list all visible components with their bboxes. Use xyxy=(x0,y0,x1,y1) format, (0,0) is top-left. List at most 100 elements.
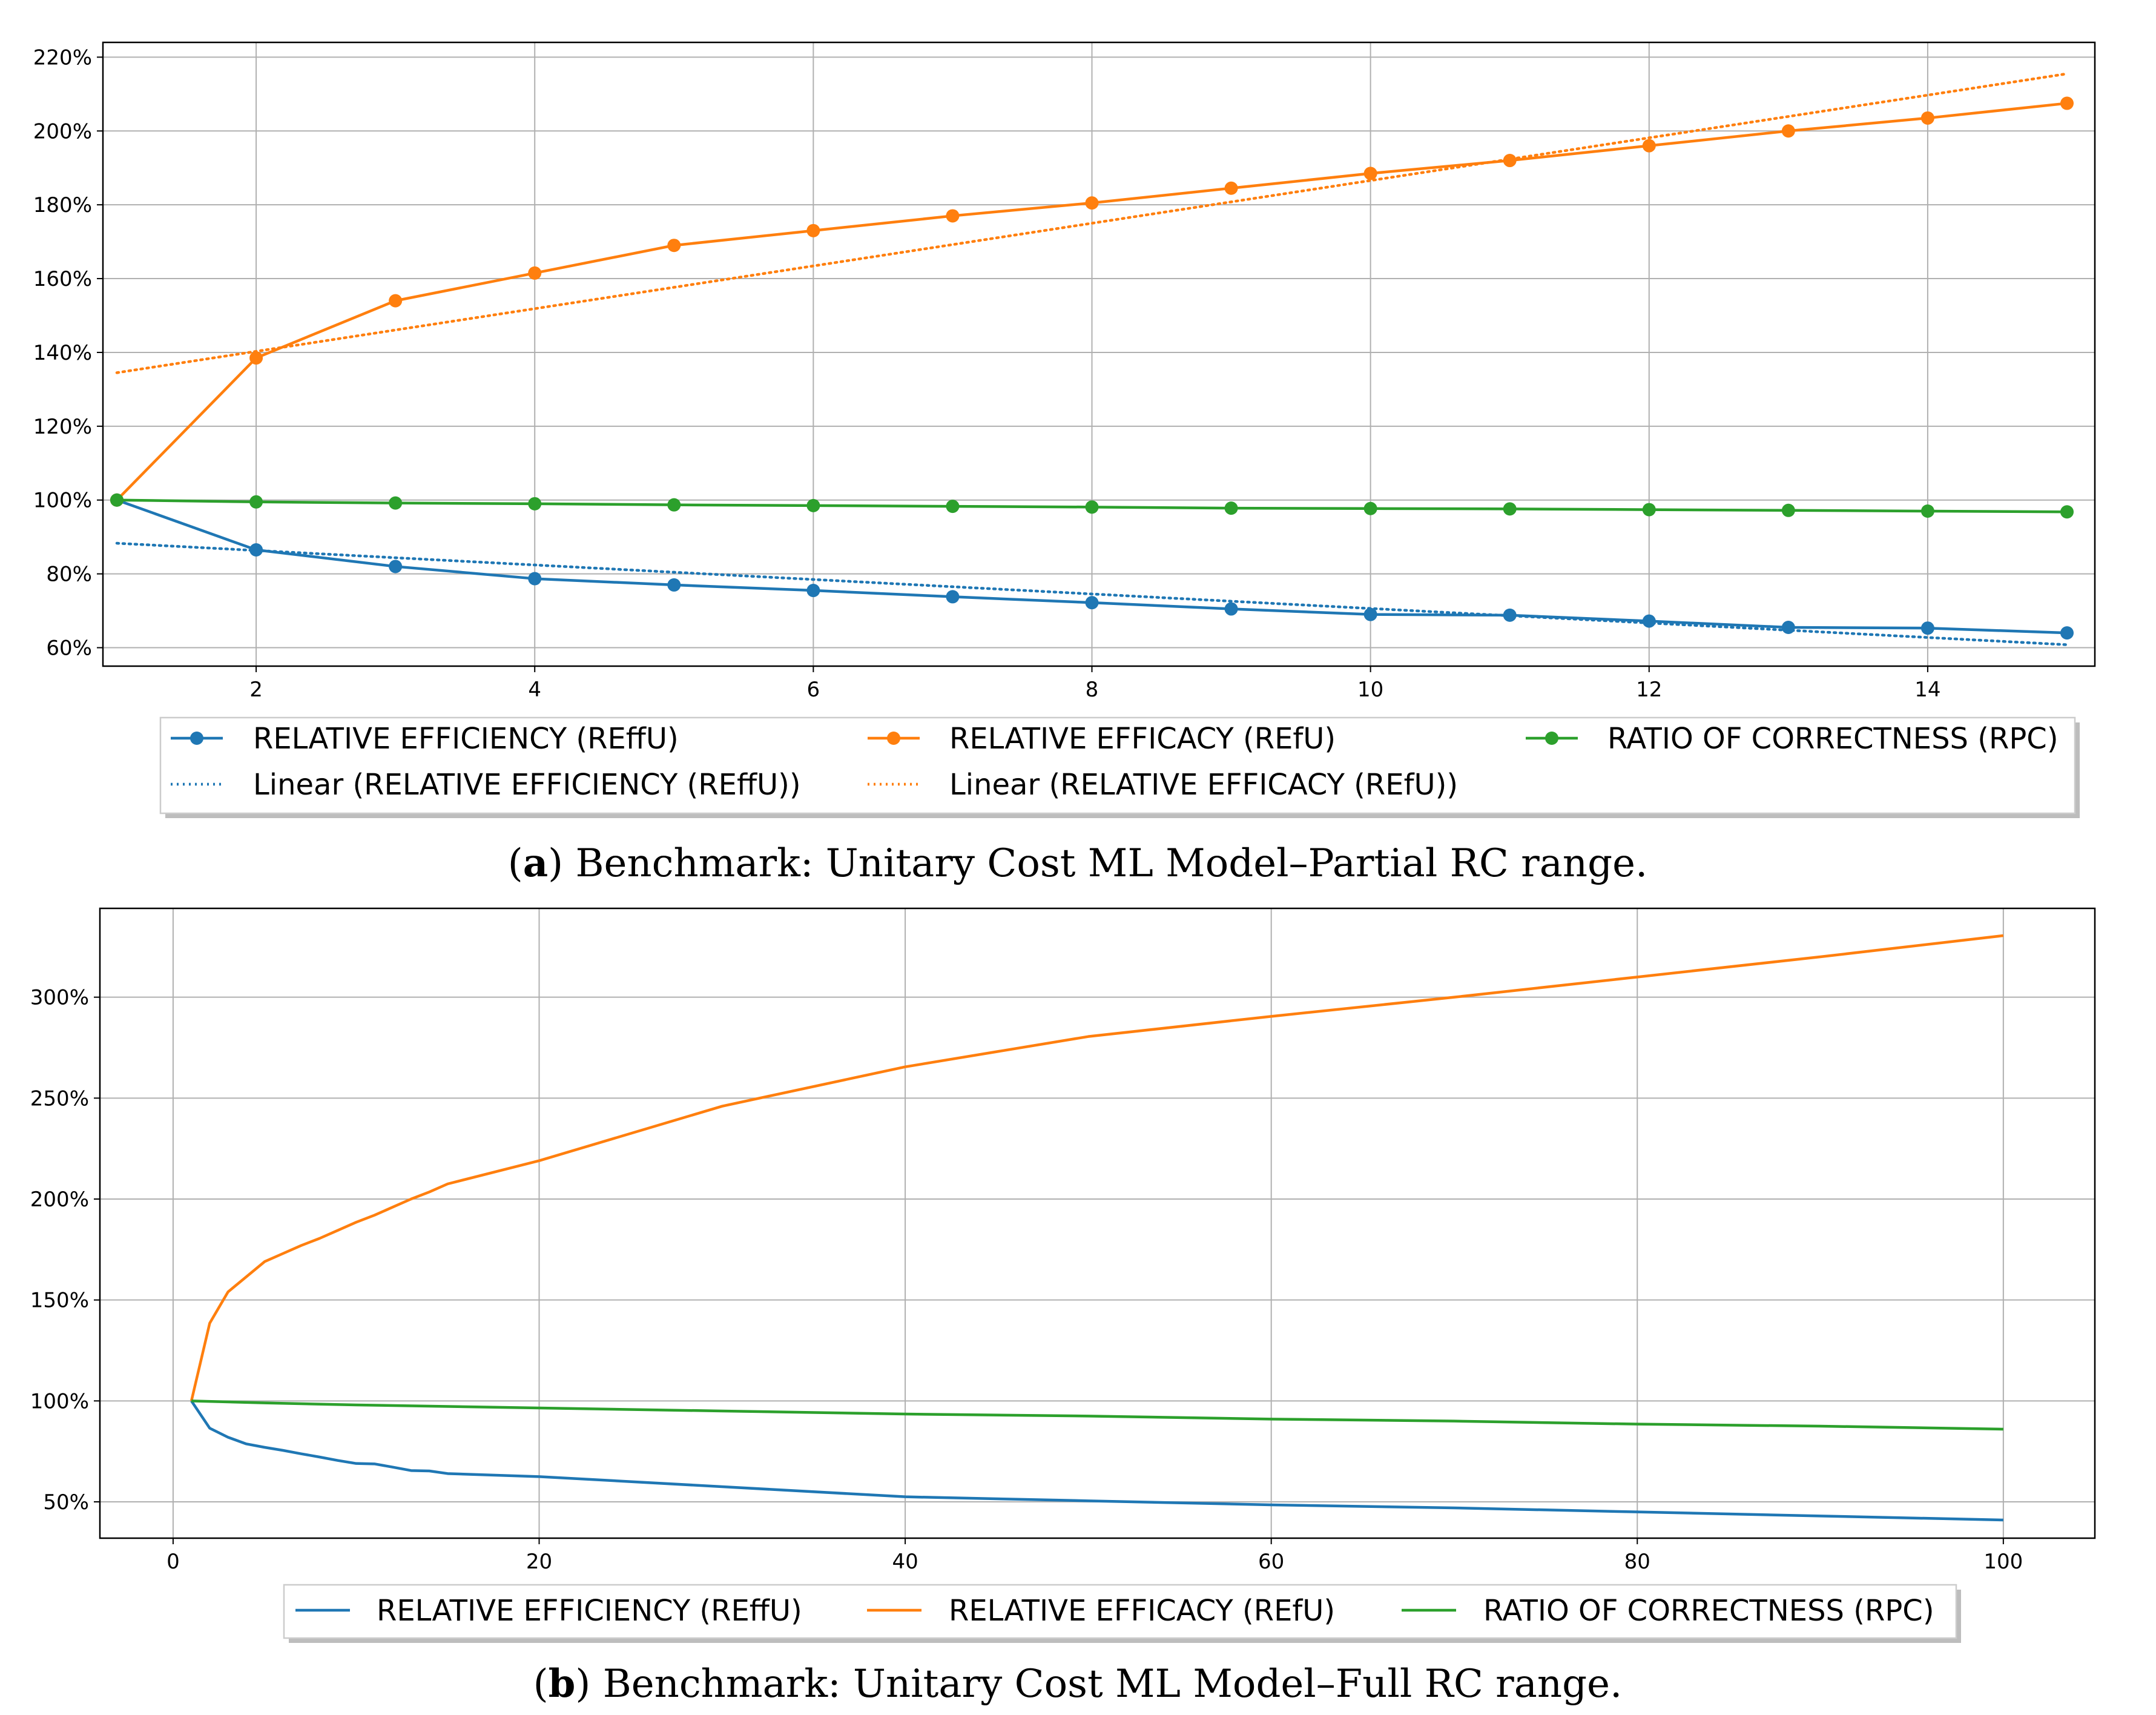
data-point-efficiency xyxy=(528,572,542,586)
x-tick-label: 60 xyxy=(1258,1550,1284,1574)
chart-b: 0 20 40 60 80 100 50% 100% 150% 200% 250% 300% RELA… xyxy=(30,907,2096,1707)
trendline-efficiency xyxy=(115,541,2069,646)
data-point-correctness xyxy=(1085,500,1099,514)
legend-label-correctness: RATIO OF CORRECTNESS (RPC) xyxy=(1607,722,2059,756)
data-point-efficacy xyxy=(667,239,681,253)
x-tick-label: 0 xyxy=(166,1550,180,1574)
data-point-efficiency xyxy=(1503,608,1517,622)
data-point-correctness xyxy=(1363,501,1377,515)
x-tick-label: 80 xyxy=(1624,1550,1650,1574)
y-tick-label: 160% xyxy=(33,267,92,291)
data-point-correctness xyxy=(1920,504,1934,518)
data-point-efficiency xyxy=(389,560,403,573)
data-point-correctness xyxy=(389,496,403,510)
legend-label-efficacy: RELATIVE EFFICACY (REfU) xyxy=(949,722,1336,756)
y-tick-label: 220% xyxy=(33,45,92,70)
data-point-correctness xyxy=(806,498,820,512)
y-tick-label: 50% xyxy=(43,1490,89,1515)
y-tick-label: 120% xyxy=(33,415,92,439)
legend-box xyxy=(159,716,2076,815)
data-point-efficacy xyxy=(1085,196,1099,210)
x-tick-label: 40 xyxy=(892,1550,918,1574)
y-tick-label: 140% xyxy=(33,341,92,365)
chart-b-ticks: 0 20 40 60 80 100 50% 100% 150% 200% 250% 300% xyxy=(30,986,2023,1574)
data-point-efficacy xyxy=(1642,139,1656,153)
chart-b-series xyxy=(190,934,2004,1522)
chart-a-trendlines xyxy=(115,72,2069,646)
data-point-efficacy xyxy=(528,266,542,280)
data-point-correctness xyxy=(946,500,960,514)
data-point-efficacy xyxy=(249,351,263,365)
data-point-efficiency xyxy=(1224,602,1238,616)
series-line-efficacy xyxy=(190,934,2004,1401)
legend-label-efficacy: RELATIVE EFFICACY (REfU) xyxy=(949,1594,1335,1628)
data-point-correctness xyxy=(2060,505,2074,519)
data-point-correctness xyxy=(1503,502,1517,516)
y-tick-label: 100% xyxy=(30,1389,89,1413)
legend-label-efficiency: RELATIVE EFFICIENCY (REffU) xyxy=(377,1594,802,1628)
data-point-efficiency xyxy=(2060,626,2074,640)
data-point-efficiency xyxy=(1085,596,1099,610)
x-tick-label: 20 xyxy=(526,1550,552,1574)
legend-label-efficiency: RELATIVE EFFICIENCY (REffU) xyxy=(253,722,679,756)
y-tick-label: 250% xyxy=(30,1086,89,1111)
x-tick-label: 6 xyxy=(807,678,820,702)
y-tick-label: 150% xyxy=(30,1289,89,1313)
data-point-efficiency xyxy=(1363,607,1377,621)
chart-a: 2 4 6 8 10 12 14 60% 80% 100% 120% 140% 160% 180% 200%… xyxy=(33,41,2096,886)
y-tick-label: 200% xyxy=(30,1188,89,1212)
series-line-efficiency xyxy=(190,1400,2003,1522)
legend-marker-efficacy xyxy=(887,732,900,745)
chart-a-caption: (a) Benchmark: Unitary Cost ML Model–Par… xyxy=(508,841,1648,886)
data-point-correctness xyxy=(528,497,542,511)
data-point-correctness xyxy=(249,495,263,509)
trendline-efficacy xyxy=(115,72,2069,374)
x-tick-label: 8 xyxy=(1086,678,1099,702)
data-point-efficiency xyxy=(946,590,960,604)
chart-a-ticks: 2 4 6 8 10 12 14 60% 80% 100% 120% 140% 160% 180% 200%… xyxy=(33,45,1941,702)
series-line-correctness xyxy=(191,1399,2003,1431)
data-point-efficiency xyxy=(249,543,263,557)
y-tick-label: 80% xyxy=(46,563,92,587)
data-point-efficacy xyxy=(946,209,960,223)
data-point-efficacy xyxy=(1920,111,1934,125)
x-tick-label: 4 xyxy=(528,678,541,702)
data-point-correctness xyxy=(667,498,681,512)
chart-a-plot-frame xyxy=(102,41,2096,667)
y-tick-label: 100% xyxy=(33,489,92,513)
chart-b-legend: RELATIVE EFFICIENCY (REffU) RELATIVE EFF… xyxy=(283,1584,1961,1643)
legend-box xyxy=(283,1584,1957,1639)
y-tick-label: 300% xyxy=(30,986,89,1010)
data-point-efficacy xyxy=(2060,96,2074,110)
data-point-efficacy xyxy=(1503,154,1517,168)
x-tick-label: 10 xyxy=(1357,678,1383,702)
data-point-correctness xyxy=(1781,503,1795,517)
data-point-efficiency xyxy=(1642,614,1656,628)
data-point-efficiency xyxy=(806,584,820,598)
data-point-correctness xyxy=(1642,503,1656,517)
x-tick-label: 12 xyxy=(1636,678,1662,702)
data-point-efficacy xyxy=(389,294,403,308)
data-point-efficacy xyxy=(806,223,820,237)
chart-a-grid xyxy=(103,42,2095,666)
data-point-correctness xyxy=(1224,501,1238,515)
data-point-efficiency xyxy=(667,578,681,592)
data-point-efficacy xyxy=(1363,167,1377,180)
y-tick-label: 60% xyxy=(46,636,92,661)
legend-label-efficacy-trend: Linear (RELATIVE EFFICACY (REfU)) xyxy=(949,768,1458,802)
legend-marker-efficiency xyxy=(190,732,203,745)
data-point-efficiency xyxy=(1781,621,1795,635)
chart-a-series xyxy=(110,96,2074,640)
chart-b-caption: (b) Benchmark: Unitary Cost ML Model–Ful… xyxy=(533,1661,1623,1707)
chart-b-grid xyxy=(100,908,2095,1538)
y-tick-label: 200% xyxy=(33,119,92,144)
y-tick-label: 180% xyxy=(33,193,92,217)
chart-b-plot-frame xyxy=(99,907,2096,1539)
chart-a-legend: RELATIVE EFFICIENCY (REffU) RELATIVE EFF… xyxy=(159,716,2080,818)
x-tick-label: 100 xyxy=(1983,1550,2023,1574)
x-tick-label: 14 xyxy=(1914,678,1940,702)
data-point-efficacy xyxy=(1224,181,1238,195)
data-point-efficiency xyxy=(1920,621,1934,635)
data-point-efficacy xyxy=(1781,124,1795,138)
